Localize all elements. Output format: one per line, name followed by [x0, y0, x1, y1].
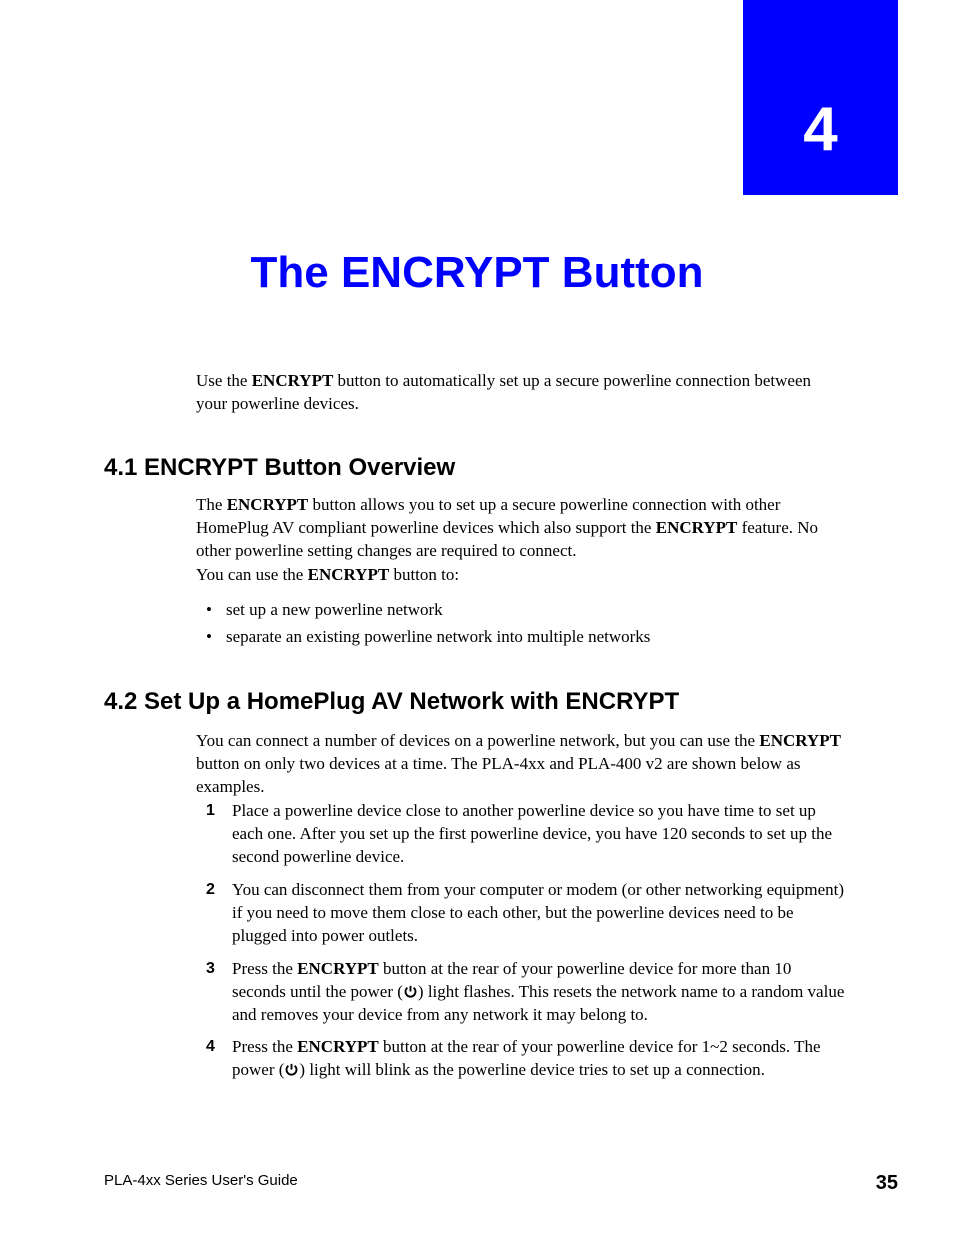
bullet-icon: • — [206, 623, 226, 650]
section-41-heading: 4.1 ENCRYPT Button Overview — [104, 454, 455, 482]
p2-b: ENCRYPT — [308, 565, 390, 584]
section-41-p2: You can use the ENCRYPT button to: — [196, 564, 846, 587]
t3-b: ENCRYPT — [297, 959, 379, 978]
p1-post: button on only two devices at a time. Th… — [196, 754, 801, 796]
chapter-title: The ENCRYPT Button — [0, 248, 954, 298]
step-number: 4 — [206, 1036, 232, 1082]
page: 4 The ENCRYPT Button Use the ENCRYPT but… — [0, 0, 954, 1235]
section-41-bullets: • set up a new powerline network • separ… — [206, 596, 846, 650]
p1-b1: ENCRYPT — [227, 495, 309, 514]
bullet-icon: • — [206, 596, 226, 623]
section-42-heading: 4.2 Set Up a HomePlug AV Network with EN… — [104, 688, 679, 716]
step-text: Press the ENCRYPT button at the rear of … — [232, 958, 846, 1027]
chapter-number: 4 — [803, 94, 837, 165]
bullet-text: separate an existing powerline network i… — [226, 623, 650, 650]
t4-post: ) light will blink as the powerline devi… — [299, 1060, 765, 1079]
p1-pre: You can connect a number of devices on a… — [196, 731, 759, 750]
list-item: • separate an existing powerline network… — [206, 623, 846, 650]
t4-b: ENCRYPT — [297, 1037, 379, 1056]
section-42-steps: 1 Place a powerline device close to anot… — [206, 800, 846, 1092]
intro-paragraph: Use the ENCRYPT button to automatically … — [196, 370, 846, 416]
page-footer: PLA-4xx Series User's Guide 35 — [104, 1172, 898, 1195]
power-icon — [284, 1062, 299, 1077]
power-icon — [403, 984, 418, 999]
t4-pre: Press the — [232, 1037, 297, 1056]
step-number: 3 — [206, 958, 232, 1027]
p1-b: ENCRYPT — [759, 731, 841, 750]
footer-page-number: 35 — [876, 1172, 898, 1195]
step-text: Place a powerline device close to anothe… — [232, 800, 846, 869]
step-text: You can disconnect them from your comput… — [232, 879, 846, 948]
list-item: • set up a new powerline network — [206, 596, 846, 623]
step-text: Press the ENCRYPT button at the rear of … — [232, 1036, 846, 1082]
list-item: 3 Press the ENCRYPT button at the rear o… — [206, 958, 846, 1027]
bullet-text: set up a new powerline network — [226, 596, 443, 623]
step-number: 2 — [206, 879, 232, 948]
p1-b2: ENCRYPT — [656, 518, 738, 537]
list-item: 1 Place a powerline device close to anot… — [206, 800, 846, 869]
intro-pre: Use the — [196, 371, 252, 390]
list-item: 4 Press the ENCRYPT button at the rear o… — [206, 1036, 846, 1082]
chapter-number-box: 4 — [743, 0, 898, 195]
intro-bold: ENCRYPT — [252, 371, 334, 390]
p2-pre: You can use the — [196, 565, 308, 584]
section-41-p1: The ENCRYPT button allows you to set up … — [196, 494, 846, 563]
p2-post: button to: — [389, 565, 459, 584]
t3-pre: Press the — [232, 959, 297, 978]
section-42-p1: You can connect a number of devices on a… — [196, 730, 846, 799]
step-number: 1 — [206, 800, 232, 869]
footer-guide: PLA-4xx Series User's Guide — [104, 1172, 298, 1195]
list-item: 2 You can disconnect them from your comp… — [206, 879, 846, 948]
p1-pre: The — [196, 495, 227, 514]
